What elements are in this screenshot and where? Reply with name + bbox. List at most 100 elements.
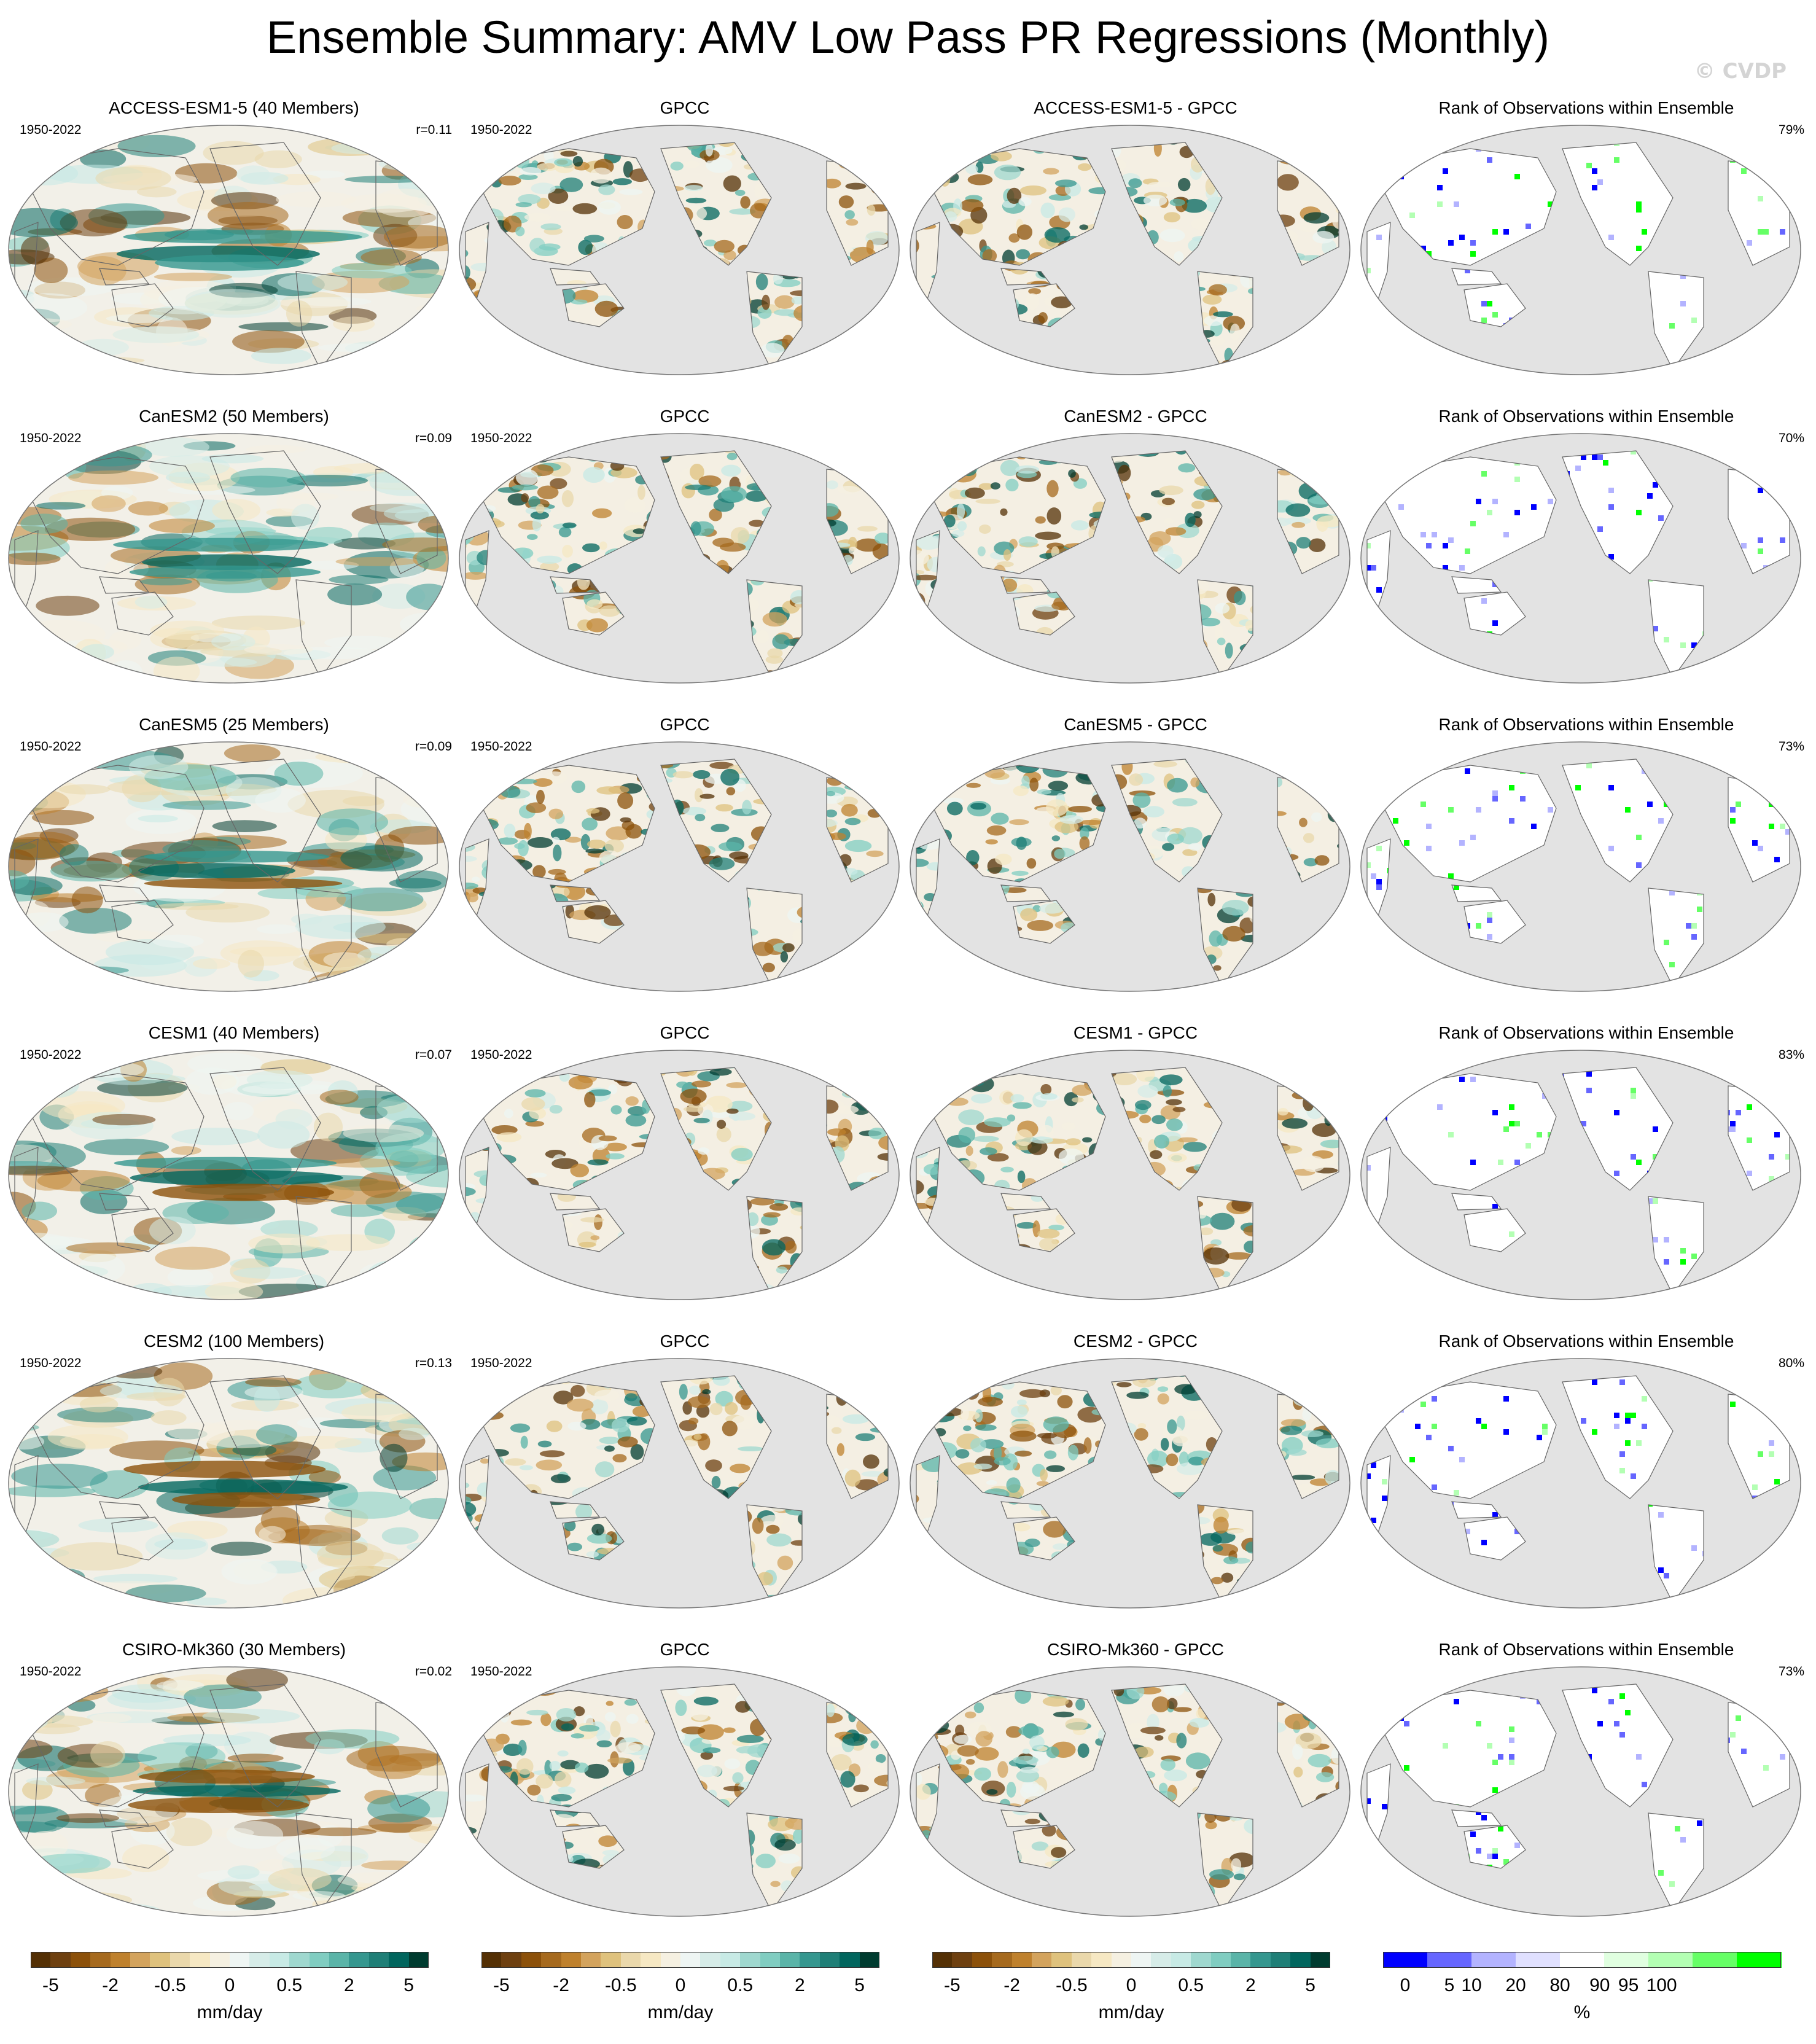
anomaly-blob (1254, 1278, 1267, 1290)
anomaly-blob (813, 980, 828, 991)
rank-cell (1747, 1104, 1752, 1110)
anomaly-blob (464, 943, 489, 954)
anomaly-blob (1330, 1263, 1347, 1276)
anomaly-blob (212, 1074, 236, 1089)
anomaly-blob (475, 138, 496, 147)
anomaly-blob (1295, 450, 1307, 462)
anomaly-blob (878, 338, 897, 346)
anomaly-blob (685, 485, 711, 490)
anomaly-blob (84, 1139, 169, 1155)
anomaly-blob (1323, 151, 1340, 165)
rank-cell (1653, 907, 1658, 912)
rank-cell (1658, 951, 1664, 956)
rank-cell (1537, 1137, 1542, 1143)
rank-cell (1730, 152, 1736, 157)
anomaly-blob (497, 1580, 513, 1591)
rank-cell (1404, 984, 1409, 989)
anomaly-blob (890, 303, 900, 315)
anomaly-blob (1302, 670, 1315, 682)
anomaly-blob (685, 160, 699, 168)
anomaly-blob (60, 844, 89, 865)
anomaly-blob (882, 1411, 900, 1428)
anomaly-blob (59, 908, 131, 934)
anomaly-blob (10, 1360, 82, 1381)
anomaly-blob (7, 150, 57, 162)
rank-cell (1382, 268, 1387, 273)
anomaly-blob (1043, 168, 1059, 174)
tropical-band (114, 1157, 337, 1169)
anomaly-blob (951, 1261, 971, 1266)
anomaly-blob (841, 804, 858, 817)
rank-cell (1680, 978, 1686, 984)
rank-cell (1736, 1270, 1741, 1276)
anomaly-blob (955, 1071, 970, 1079)
rank-cell (1382, 1281, 1387, 1287)
anomaly-blob (1333, 440, 1350, 455)
anomaly-blob (10, 792, 46, 800)
rank-cell (1437, 829, 1443, 835)
anomaly-blob (1003, 549, 1011, 561)
anomaly-blob (84, 1593, 111, 1612)
rank-cell (1619, 824, 1625, 829)
anomaly-blob (1015, 975, 1023, 985)
anomaly-blob (892, 170, 900, 179)
anomaly-blob (834, 1262, 852, 1277)
anomaly-blob (149, 1217, 196, 1244)
rank-cell (1371, 626, 1376, 631)
anomaly-blob (389, 958, 415, 972)
rank-cell (1487, 301, 1492, 306)
anomaly-blob (415, 981, 450, 989)
anomaly-blob (862, 357, 883, 373)
anomaly-blob (909, 599, 921, 610)
rank-cell (1785, 1220, 1791, 1226)
rank-cell (1592, 168, 1597, 174)
rank-cell (1658, 642, 1664, 648)
anomaly-blob (882, 348, 898, 361)
anomaly-blob (909, 940, 922, 953)
anomaly-blob (68, 470, 158, 485)
rank-cell (1758, 763, 1763, 768)
anomaly-blob (933, 979, 954, 987)
rank-cell (1669, 626, 1675, 631)
rank-cell (1526, 510, 1531, 515)
anomaly-blob (429, 1249, 450, 1271)
rank-cell (1780, 185, 1785, 190)
anomaly-blob (469, 1226, 478, 1235)
anomaly-blob (1332, 1075, 1351, 1083)
rank-cell (1470, 1077, 1476, 1082)
rank-cell (1769, 521, 1774, 526)
anomaly-blob (140, 578, 192, 585)
anomaly-blob (873, 1285, 895, 1301)
rank-cell (1404, 840, 1409, 846)
anomaly-blob (537, 486, 559, 499)
anomaly-blob (1311, 1282, 1330, 1293)
anomaly-blob (932, 1090, 949, 1097)
rank-cell (1608, 488, 1614, 493)
anomaly-blob (458, 135, 479, 144)
rank-cell (1647, 482, 1653, 488)
rank-cell (1631, 1088, 1636, 1093)
anomaly-blob (1009, 819, 1029, 825)
rank-cell (1526, 1143, 1531, 1149)
anomaly-blob (1046, 799, 1068, 816)
anomaly-blob (463, 754, 478, 761)
rank-cell (1398, 493, 1404, 499)
anomaly-blob (885, 755, 892, 768)
rank-cell (1747, 454, 1752, 460)
rank-cell (1437, 537, 1443, 543)
anomaly-blob (846, 219, 858, 226)
anomaly-blob (909, 931, 929, 945)
anomaly-blob (248, 1233, 320, 1253)
rank-cell (1409, 146, 1415, 152)
rank-cell (1785, 482, 1791, 488)
anomaly-blob (720, 542, 746, 552)
anomaly-blob (953, 956, 963, 970)
rank-cell (1597, 454, 1603, 460)
rank-cell (1791, 774, 1796, 779)
anomaly-blob (930, 636, 944, 646)
anomaly-blob (585, 849, 604, 854)
anomaly-blob (14, 318, 72, 330)
anomaly-blob (827, 456, 847, 463)
rank-cell (1653, 923, 1658, 929)
